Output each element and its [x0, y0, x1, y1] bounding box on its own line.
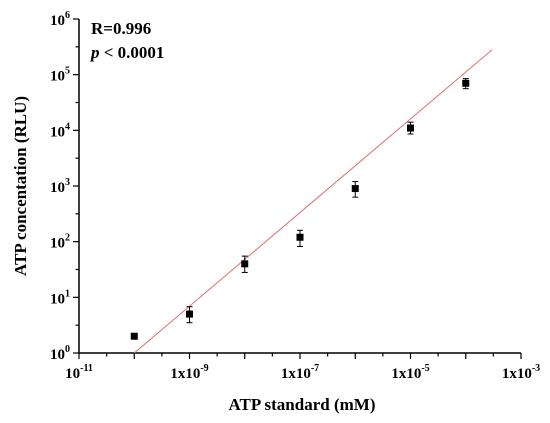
y-tick-label: 102	[50, 233, 70, 252]
x-tick-label: 10-11	[65, 363, 93, 382]
x-tick-label-exponent: -3	[532, 363, 540, 374]
x-tick-label-exponent: -5	[421, 363, 429, 374]
y-tick-label-exponent: 0	[65, 344, 70, 355]
x-tick-label-base: 1x10	[391, 366, 421, 382]
fit-line	[133, 49, 493, 354]
p-symbol: p	[89, 43, 100, 62]
y-tick-label-base: 10	[50, 180, 65, 196]
x-tick-label: 1x10-3	[502, 363, 540, 382]
y-tick-label-exponent: 4	[65, 121, 70, 132]
y-tick-label-exponent: 2	[65, 233, 70, 244]
r-value-annotation: R=0.996	[91, 19, 151, 38]
y-tick-label-base: 10	[50, 13, 65, 29]
y-tick-label-base: 10	[50, 124, 65, 140]
y-tick-label: 105	[50, 66, 70, 85]
y-tick-label: 106	[50, 10, 70, 29]
x-tick-label-base: 1x10	[170, 366, 200, 382]
y-tick-label-base: 10	[50, 69, 65, 85]
data-point	[296, 233, 304, 241]
data-point	[186, 310, 193, 318]
x-tick-label-base: 1x10	[281, 366, 311, 382]
y-tick-label-exponent: 3	[65, 177, 70, 188]
p-threshold: < 0.0001	[100, 43, 165, 62]
plot-area: 10-11 1x10-9 1x10-7 1x10-5 1x10-310010110210…	[50, 10, 540, 382]
y-axis-title: ATP concentation (RLU)	[11, 96, 30, 276]
data-point	[407, 124, 414, 132]
x-tick-label: 1x10-9	[170, 363, 208, 382]
y-tick-label-base: 10	[50, 291, 65, 307]
data-point	[241, 260, 249, 268]
x-tick-label: 1x10-7	[281, 363, 319, 382]
data-point	[462, 79, 470, 87]
y-tick-label-exponent: 5	[65, 66, 70, 77]
y-tick-label-base: 10	[50, 236, 65, 252]
x-tick-label: 1x10-5	[391, 363, 429, 382]
y-tick-label: 101	[50, 288, 70, 307]
p-value-annotation: p < 0.0001	[89, 43, 164, 62]
x-tick-label-exponent: -9	[200, 363, 208, 374]
x-tick-label-exponent: -7	[311, 363, 319, 374]
y-tick-label: 103	[50, 177, 70, 196]
x-axis-title: ATP standard (mM)	[228, 395, 375, 414]
data-point	[130, 332, 138, 340]
y-tick-label-exponent: 1	[65, 288, 70, 299]
y-tick-label: 100	[50, 344, 70, 363]
x-tick-label-base: 1x10	[502, 366, 532, 382]
x-tick-label-exponent: -11	[80, 363, 93, 374]
y-tick-label-exponent: 6	[65, 10, 70, 21]
y-tick-label: 104	[50, 121, 70, 140]
y-tick-label-base: 10	[50, 347, 65, 363]
data-point	[351, 185, 359, 193]
x-tick-label-base: 10	[65, 366, 80, 382]
